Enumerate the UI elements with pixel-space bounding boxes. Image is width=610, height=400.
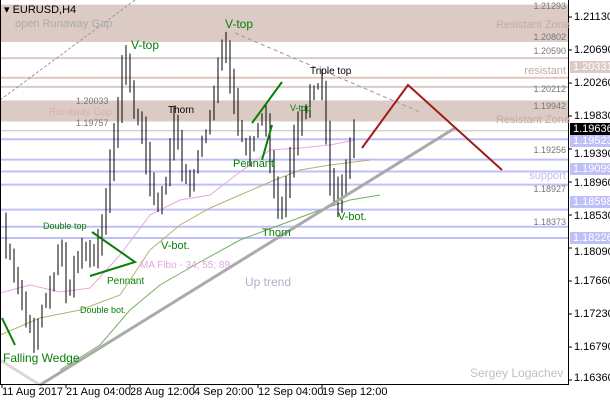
zone-label-2: Resistant Zone xyxy=(496,114,570,126)
annotation-thorn: Thorn xyxy=(168,105,195,116)
y-tick-label: 1.16790 xyxy=(574,341,610,353)
level-label: 1.19256 xyxy=(533,145,566,155)
x-tick-label: 19 Sep 12:00 xyxy=(322,386,388,398)
y-tick-label: 1.21130 xyxy=(574,11,610,23)
symbol-label: EURUSD,H4 xyxy=(12,4,77,16)
zone-left-high-2: 1.20033 xyxy=(76,96,109,106)
annotation-double-bot: Double bot. xyxy=(80,305,127,315)
level-label: 1.20212 xyxy=(533,84,566,94)
annotation-triple-top: Triple top xyxy=(310,66,352,77)
price-tag-support: 1.19099 xyxy=(570,163,610,175)
y-tick-label: 1.19390 xyxy=(574,148,610,160)
falling-wedge-pattern xyxy=(1,317,16,346)
current-price-tag: 1.19636 xyxy=(570,123,610,135)
y-tick-label: 1.17230 xyxy=(574,308,610,320)
y-tick-label: 1.20260 xyxy=(574,77,610,89)
y-tick-label: 1.16360 xyxy=(574,372,610,384)
indicator-label: MA Fibo - 34; 55; 89 xyxy=(140,260,231,271)
moving-average-line-2 xyxy=(0,159,371,336)
moving-average-line-3 xyxy=(59,194,381,371)
resistant-label: resistant xyxy=(524,65,566,77)
price-tag-support: 1.18226 xyxy=(570,232,610,244)
zone-left-label-1: open Runaway Gap xyxy=(15,18,113,30)
level-label: 1.18927 xyxy=(533,184,566,194)
annotation-v-top: V-top xyxy=(290,103,312,113)
symbol-title[interactable]: ▾ EURUSD,H4 xyxy=(4,4,77,16)
trend-line xyxy=(0,0,136,101)
watermark: Sergey Logachev xyxy=(470,366,564,380)
pennant-pattern xyxy=(89,231,138,277)
annotation-thorn: Thorn xyxy=(262,227,291,239)
x-tick-label: 11 Aug 2017 xyxy=(2,386,63,398)
annotation-falling-wedge: Falling Wedge xyxy=(3,351,80,365)
zone-left-low-2: 1.19757 xyxy=(76,118,109,128)
up-trend-line xyxy=(39,126,456,387)
zone-low-1: 1.20802 xyxy=(533,32,566,42)
zone-high-1: 1.21293 xyxy=(533,1,566,11)
y-tick-label: 1.17660 xyxy=(574,275,610,287)
forecast-line xyxy=(361,83,503,171)
trend-line xyxy=(234,32,421,113)
y-tick-label: 1.19830 xyxy=(574,110,610,122)
pennant-pattern xyxy=(251,81,283,124)
zone-left-label-2: Runaway Gap xyxy=(49,107,113,118)
x-tick-label: 28 Aug 12:00 xyxy=(130,386,195,398)
trend-line xyxy=(0,358,41,387)
price-tag-support: 1.18598 xyxy=(570,196,610,208)
pennant-pattern xyxy=(261,124,273,161)
annotation-v-top: V-top xyxy=(225,17,254,31)
annotation-v-top: V-top xyxy=(131,38,160,52)
y-tick-label: 1.20690 xyxy=(574,44,610,56)
level-label: 1.18373 xyxy=(533,217,566,227)
support-label: support xyxy=(529,170,566,182)
resistant-zone xyxy=(0,4,568,42)
zone-high-2: 1.19942 xyxy=(533,101,566,111)
annotation-double-top: Double top xyxy=(43,221,87,231)
zone-label-1: Resistant Zone xyxy=(496,19,570,31)
y-tick-label: 1.18960 xyxy=(574,177,610,189)
x-tick-label: 21 Aug 04:00 xyxy=(66,386,131,398)
x-tick-label: 4 Sep 20:00 xyxy=(194,386,254,398)
annotation-up-trend: Up trend xyxy=(245,275,292,289)
level-label: 1.20590 xyxy=(533,46,566,56)
annotation-pennant: Pennant xyxy=(233,158,274,170)
price-tag-support: 1.19523 xyxy=(570,135,610,147)
annotation-pennant: Pennant xyxy=(107,276,145,287)
moving-average-line-1 xyxy=(0,139,356,294)
y-tick-label: 1.18530 xyxy=(574,210,610,222)
x-tick-label: 12 Sep 04:00 xyxy=(258,386,324,398)
annotation-v-bot: V-bot. xyxy=(161,240,190,252)
annotation-v-bot: V-bot. xyxy=(338,211,367,223)
price-tag-resistant: 1.20331 xyxy=(570,61,610,73)
y-tick-label: 1.18090 xyxy=(574,246,610,258)
